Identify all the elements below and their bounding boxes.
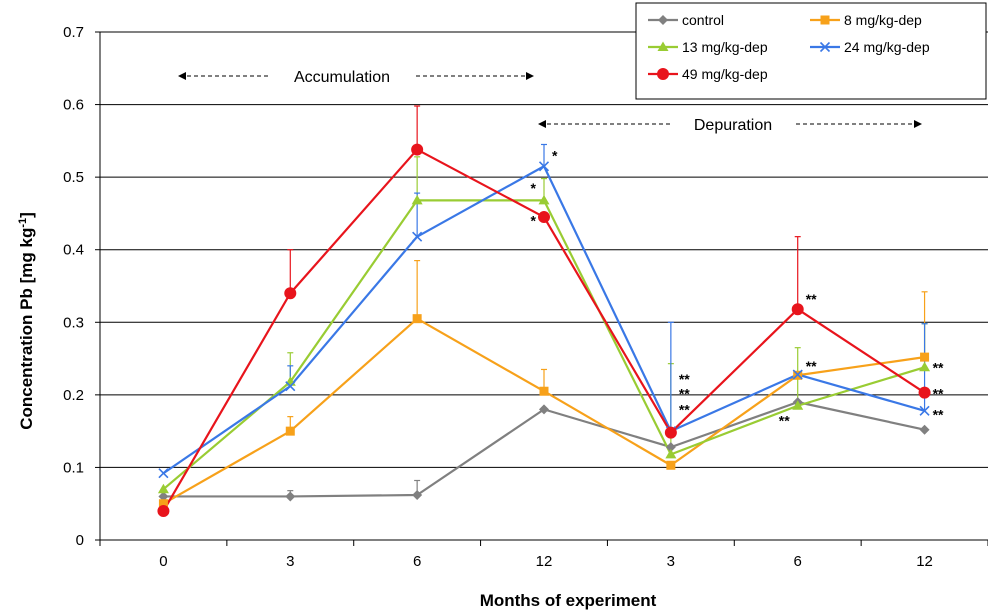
data-point-13-mg-kg-dep (538, 194, 550, 205)
data-point-49-mg-kg-dep (284, 287, 297, 300)
significance-mark: ** (779, 412, 790, 428)
data-point-8-mg-kg-dep (920, 352, 930, 362)
data-point-13-mg-kg-dep (792, 400, 804, 410)
significance-mark: ** (933, 385, 944, 401)
data-point-24-mg-kg-dep (538, 161, 550, 172)
series-markers (157, 143, 931, 517)
gridlines (100, 31, 988, 468)
data-point-49-mg-kg-dep (791, 303, 804, 316)
accumulation-arrowhead-right (526, 72, 534, 80)
data-point-13-mg-kg-dep (411, 194, 423, 205)
depuration-arrowhead-left (538, 120, 546, 128)
data-point-13-mg-kg-dep (919, 361, 931, 372)
data-point-8-mg-kg-dep (285, 426, 295, 436)
legend-label: 13 mg/kg-dep (682, 39, 768, 55)
y-tick-label: 0.6 (63, 97, 84, 114)
series-line-control (163, 401, 925, 498)
x-tick-label: 3 (667, 553, 675, 570)
accumulation-label: Accumulation (294, 69, 390, 86)
data-point-control (412, 490, 423, 501)
data-point-control (285, 491, 296, 502)
series-line-13-mg-kg-dep (162, 199, 925, 491)
data-point-24-mg-kg-dep (412, 231, 423, 242)
data-point-8-mg-kg-dep (412, 314, 422, 324)
significance-mark: * (552, 147, 558, 163)
data-point-49-mg-kg-dep (411, 143, 424, 156)
data-point-control (665, 442, 676, 453)
significance-mark: ** (933, 406, 944, 422)
y-tick-label: 0.7 (63, 24, 84, 41)
x-tick-label: 12 (916, 553, 933, 570)
x-tick-label: 6 (794, 553, 802, 570)
legend-swatch-marker (658, 15, 668, 25)
legend-label: 8 mg/kg-dep (844, 12, 922, 28)
legend-swatch-marker (657, 41, 669, 51)
y-tick-label: 0.3 (63, 314, 84, 331)
data-point-8-mg-kg-dep (666, 460, 676, 470)
depuration-label: Depuration (694, 117, 772, 134)
y-tick-label: 0.5 (63, 169, 84, 186)
axes (95, 31, 988, 546)
y-tick-label: 0.4 (63, 242, 84, 259)
x-tick-labels: 0 3 6 12 3 6 12 (159, 553, 933, 570)
y-axis-title: Concentration Pb [mg kg-1] (17, 212, 36, 430)
data-point-24-mg-kg-dep (285, 381, 296, 392)
data-point-24-mg-kg-dep (158, 468, 169, 479)
data-point-13-mg-kg-dep (157, 483, 169, 494)
legend-swatch-marker (657, 68, 669, 80)
legend-swatch-marker (820, 15, 830, 25)
depuration-arrowhead-right (914, 120, 922, 128)
significance-marks: ********************* (531, 147, 944, 428)
significance-mark: * (531, 213, 537, 229)
data-point-control (158, 491, 169, 502)
significance-mark: ** (806, 358, 817, 374)
data-point-13-mg-kg-dep (665, 448, 677, 459)
x-tick-label: 12 (536, 553, 553, 570)
significance-mark: * (531, 180, 537, 196)
data-point-8-mg-kg-dep (539, 386, 549, 396)
data-point-control (919, 424, 930, 435)
significance-mark: ** (679, 401, 690, 417)
x-tick-label: 0 (159, 553, 167, 570)
legend-label: control (682, 12, 724, 28)
legend-label: 24 mg/kg-dep (844, 39, 930, 55)
x-tick-label: 6 (413, 553, 421, 570)
data-point-24-mg-kg-dep (919, 405, 930, 416)
legend: control 8 mg/kg-dep 13 mg/kg-dep 24 mg/kg-d… (635, 2, 987, 100)
significance-mark: ** (933, 359, 944, 375)
y-tick-labels: 0 0.1 0.2 0.3 0.4 0.5 0.6 0.7 (63, 24, 84, 549)
phase-annotations: Accumulation Depuration (178, 69, 922, 134)
y-tick-label: 0.2 (63, 387, 84, 404)
y-tick-label: 0 (76, 532, 84, 549)
y-tick-label: 0.1 (63, 459, 84, 476)
data-point-8-mg-kg-dep (158, 499, 168, 509)
legend-label: 49 mg/kg-dep (682, 66, 768, 82)
data-point-49-mg-kg-dep (918, 386, 931, 399)
x-axis-title: Months of experiment (480, 591, 657, 610)
data-point-49-mg-kg-dep (157, 504, 170, 517)
data-point-49-mg-kg-dep (664, 426, 677, 439)
legend-swatch-marker (819, 41, 831, 53)
significance-mark: ** (806, 291, 817, 307)
data-point-49-mg-kg-dep (538, 211, 550, 224)
data-point-control (539, 404, 549, 415)
significance-mark: ** (679, 371, 690, 387)
data-point-24-mg-kg-dep (792, 369, 803, 380)
x-tick-label: 3 (286, 553, 294, 570)
accumulation-arrowhead-left (178, 72, 186, 80)
significance-mark: ** (679, 385, 690, 401)
